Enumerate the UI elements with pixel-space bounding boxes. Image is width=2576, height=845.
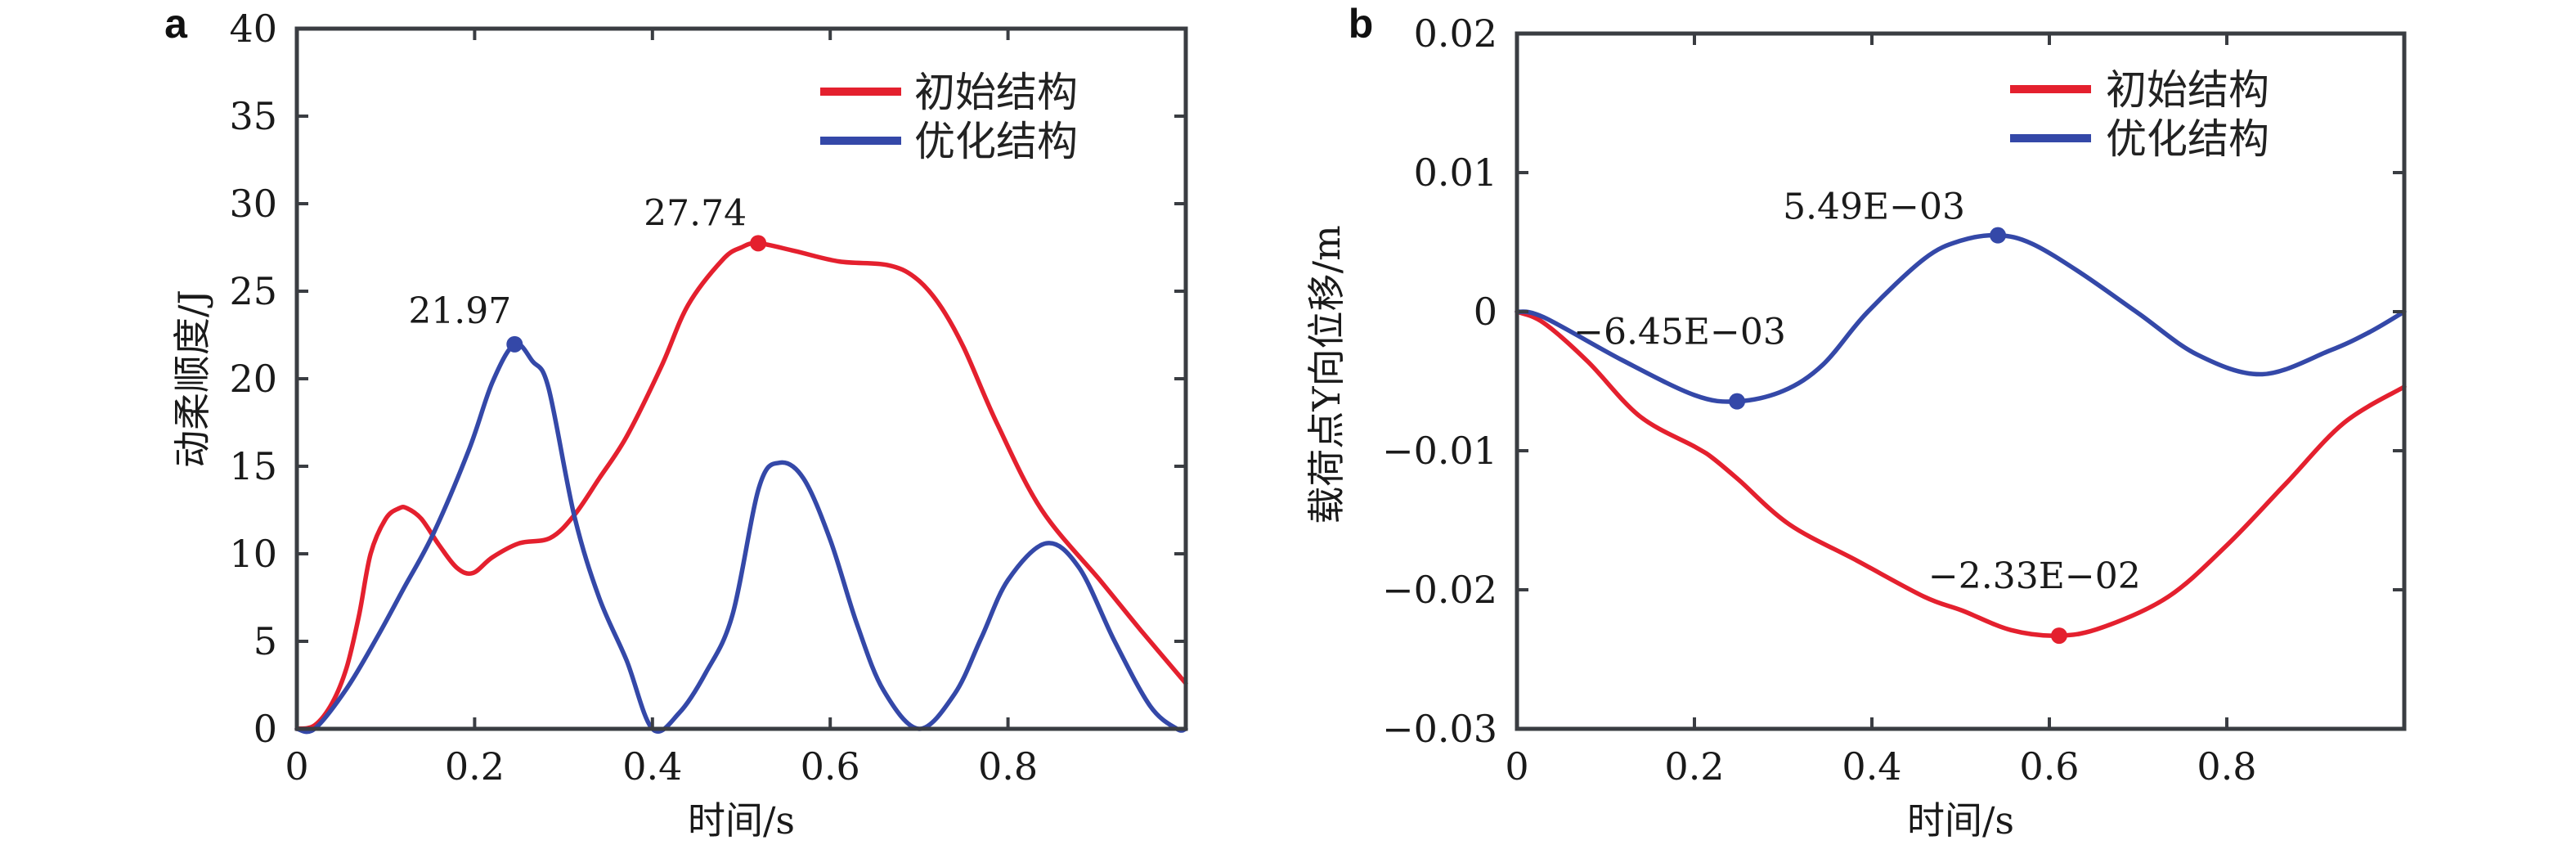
x-tick-label: 0.2 (1664, 744, 1724, 789)
series-line-initial (1515, 309, 2407, 638)
x-tick-label: 0.8 (978, 744, 1038, 789)
series-line-optimized (294, 341, 1188, 735)
series-line-initial (294, 240, 1188, 731)
legend-label-initial: 初始结构 (914, 69, 1078, 116)
x-tick-label: 0.4 (622, 744, 682, 789)
y-tick-label: 30 (229, 182, 277, 226)
panel-letter: b (1349, 1, 1374, 47)
y-tick-label: 0.02 (1414, 11, 1497, 56)
annotation-marker (750, 235, 767, 252)
annotation-marker (2050, 627, 2067, 645)
chart-panel-a: a 0 0.2 0.4 0.6 0.8 0 5 10 15 20 25 30 35 40 时间/s 动柔顺度/J… (164, 1, 1188, 843)
y-axis-title: 动柔顺度/J (170, 290, 214, 468)
legend-label-initial: 初始结构 (2106, 66, 2269, 114)
annotation-label: 5.49E−03 (1783, 187, 1965, 228)
annotation-label: 27.74 (644, 192, 747, 234)
legend-label-optimized: 优化结构 (2106, 115, 2269, 163)
legend-label-optimized: 优化结构 (914, 118, 1078, 165)
annotation-label: −2.33E−02 (1928, 555, 2141, 597)
y-tick-label: 0.01 (1414, 151, 1497, 195)
y-axis-title: 载荷点Y向位移/m (1304, 225, 1349, 524)
annotation-marker (506, 335, 523, 353)
y-tick-label: 20 (229, 357, 277, 401)
x-axis-title: 时间/s (688, 798, 795, 843)
y-tick-label: 0 (254, 707, 277, 751)
axes-frame (1515, 31, 2407, 731)
y-tick-label: 25 (229, 269, 277, 313)
x-tick-label: 0.4 (1842, 744, 1901, 789)
y-tick-label: 10 (229, 532, 277, 576)
y-tick-label: 5 (254, 619, 277, 663)
y-tick-label: −0.01 (1382, 429, 1497, 473)
x-tick-label: 0.6 (2019, 744, 2079, 789)
x-tick-label: 0 (285, 744, 308, 789)
y-tick-label: 15 (229, 444, 277, 488)
plot-area (1517, 34, 2404, 729)
series-line-optimized (1515, 232, 2407, 404)
annotation-marker (1729, 393, 1746, 410)
x-tick-label: 0.6 (801, 744, 860, 789)
chart-panel-b: b 0 0.2 0.4 0.6 0.8 −0.03 −0.02 −0.01 0 0.01 0.02 时间… (1304, 1, 2407, 843)
x-tick-label: 0 (1505, 744, 1528, 789)
x-tick-label: 0.2 (445, 744, 505, 789)
y-tick-label: 40 (229, 7, 277, 51)
panel-letter: a (164, 1, 188, 47)
annotation-label: −6.45E−03 (1573, 312, 1786, 353)
x-axis-title: 时间/s (1907, 798, 2014, 843)
y-tick-label: −0.02 (1382, 568, 1497, 612)
annotation-marker (1990, 227, 2007, 244)
y-tick-label: 35 (229, 94, 277, 138)
plot-area (297, 29, 1186, 729)
y-tick-label: −0.03 (1382, 707, 1497, 751)
y-tick-label: 0 (1474, 290, 1497, 334)
annotation-label: 21.97 (408, 290, 511, 332)
x-tick-label: 0.8 (2197, 744, 2256, 789)
